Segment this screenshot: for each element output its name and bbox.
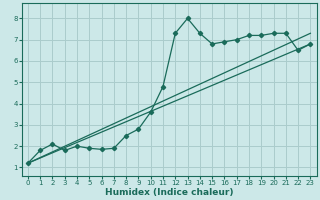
X-axis label: Humidex (Indice chaleur): Humidex (Indice chaleur) bbox=[105, 188, 233, 197]
